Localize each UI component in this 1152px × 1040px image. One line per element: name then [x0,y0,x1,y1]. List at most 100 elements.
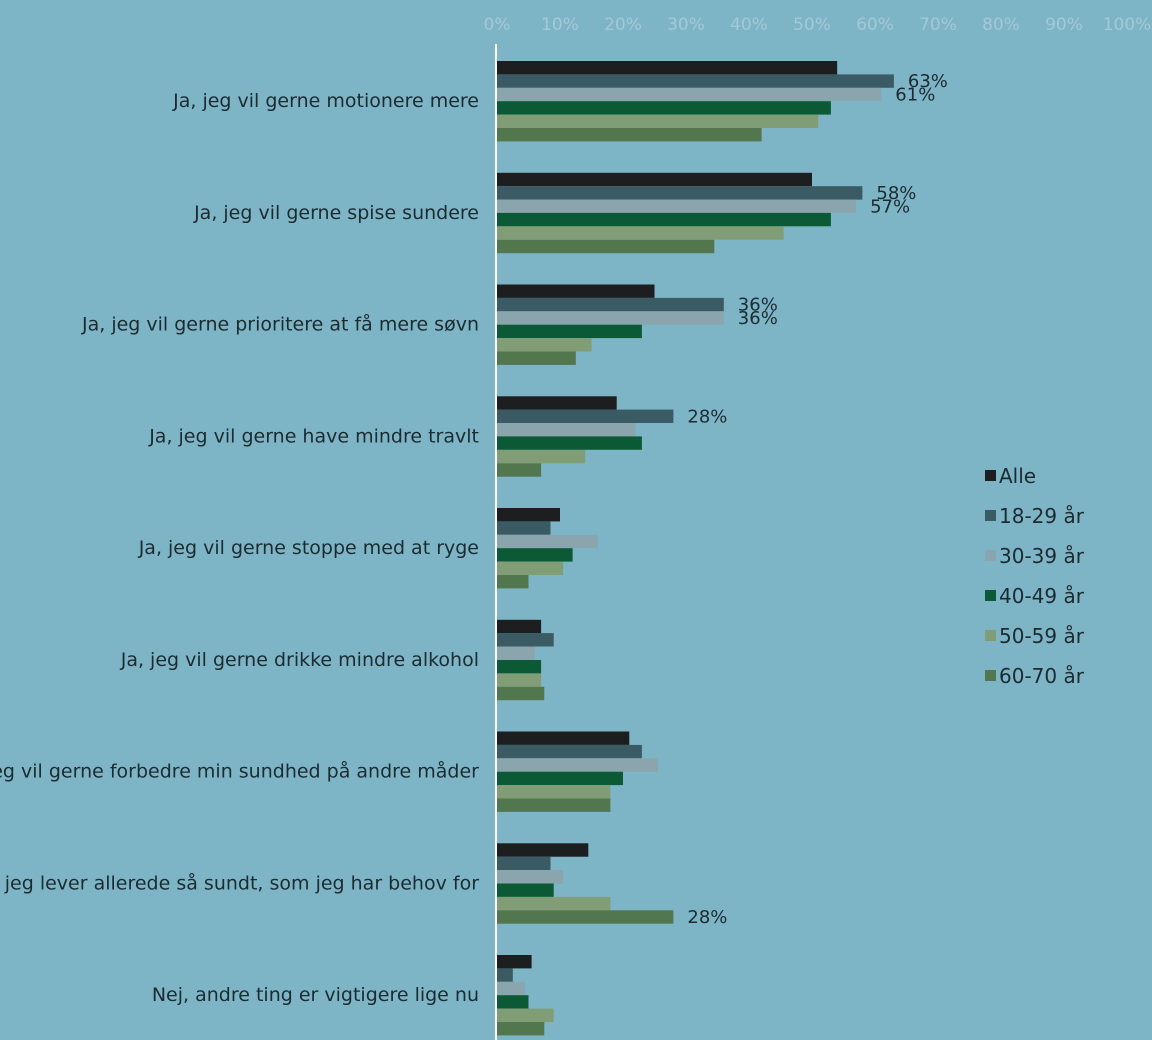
category-label: Ja, jeg vil gerne stoppe med at ryge [138,537,479,559]
x-tick-label: 0% [484,15,511,35]
legend-label: 40-49 år [999,584,1085,608]
x-tick-label: 20% [604,15,642,35]
bar [497,955,532,969]
bar [497,311,724,325]
bar [497,798,611,812]
x-tick-label: 90% [1045,15,1083,35]
legend-label: Alle [999,464,1036,488]
bar [497,297,724,312]
bar [497,212,831,227]
bar [497,1022,545,1036]
bar [497,646,535,660]
x-tick-label: 10% [541,15,579,35]
bar [497,896,611,911]
bar [497,409,674,423]
legend-swatch [985,550,996,561]
bars [497,61,894,1036]
category-label: Ja, jeg vil gerne have mindre travlt [148,425,479,447]
x-axis-ticks: 0% 10% 20% 30% 40% 50% 60% 70% 80% 90% 100% [484,15,1152,35]
x-tick-label: 40% [730,15,768,35]
bar [497,883,554,897]
legend-label: 18-29 år [999,504,1085,528]
bar [497,101,831,115]
x-tick-label: 60% [856,15,894,35]
x-tick-label: 70% [919,15,957,35]
category-label: Nej, jeg lever allerede så sundt, som je… [0,872,479,895]
bar [497,172,812,187]
bar [497,995,529,1009]
data-label: 57% [870,196,910,217]
bar [497,521,551,535]
category-labels: Ja, jeg vil gerne motionere mere Ja, jeg … [0,90,479,1006]
legend-label: 50-59 år [999,624,1085,648]
bar [497,226,784,240]
data-label: 28% [687,406,727,427]
data-label: 58% [876,183,916,204]
bar [497,981,526,996]
bar [497,758,658,772]
bar [497,239,715,254]
x-tick-label: 50% [793,15,831,35]
bar [497,771,623,786]
category-label: Ja, jeg vil gerne drikke mindre alkohol [120,649,479,671]
data-labels: 63%61% 58%57% 36%36% 28% 28% [687,71,948,928]
data-label: 28% [687,907,727,928]
bar [497,351,576,365]
bar [497,843,589,857]
bar [497,186,863,200]
bar [497,199,857,213]
bar [497,449,586,464]
bar [497,673,542,687]
data-label: 61% [895,85,935,106]
bar [497,436,642,450]
bar [497,561,564,575]
bar [497,534,598,549]
data-label: 63% [908,71,948,92]
bar [497,324,642,339]
x-tick-label: 80% [982,15,1020,35]
legend-swatch [985,590,996,601]
bar [497,575,529,589]
legend: Alle 18-29 år 30-39 år 40-49 år 50-59 år 60-7… [985,464,1085,688]
bar [497,396,617,410]
legend-swatch [985,670,996,681]
bar [497,660,542,674]
bar [497,87,882,102]
bar [497,968,513,982]
bar [497,508,560,522]
bar [497,74,894,88]
bar [497,548,573,562]
x-tick-label: 30% [667,15,705,35]
data-label: 36% [738,295,778,316]
x-tick-label: 100% [1103,15,1152,35]
category-label: Ja, jeg vil gerne spise sundere [193,202,479,224]
bar [497,785,611,799]
bar [497,1008,554,1022]
bar [497,463,542,477]
bar [497,423,636,437]
legend-swatch [985,630,996,641]
legend-label: 30-39 år [999,544,1085,568]
bar [497,744,642,759]
bar [497,633,554,647]
bar [497,686,545,701]
legend-swatch [985,510,996,521]
category-label: Nej, andre ting er vigtigere lige nu [152,984,479,1006]
bar [497,61,838,75]
bar [497,731,630,745]
bar [497,284,655,298]
bar [497,114,819,128]
bar [497,856,551,870]
data-label: 36% [738,308,778,329]
bar [497,619,542,634]
legend-swatch [985,470,996,481]
legend-label: 60-70 år [999,664,1085,688]
bar [497,338,592,352]
category-label: Ja, jeg vil gerne motionere mere [172,90,479,112]
bar [497,870,564,884]
category-label: Ja, jeg vil gerne prioritere at få mere … [81,313,479,336]
bar [497,128,762,142]
bar [497,910,674,924]
category-label: Ja, jeg vil gerne forbedre min sundhed p… [0,760,479,783]
